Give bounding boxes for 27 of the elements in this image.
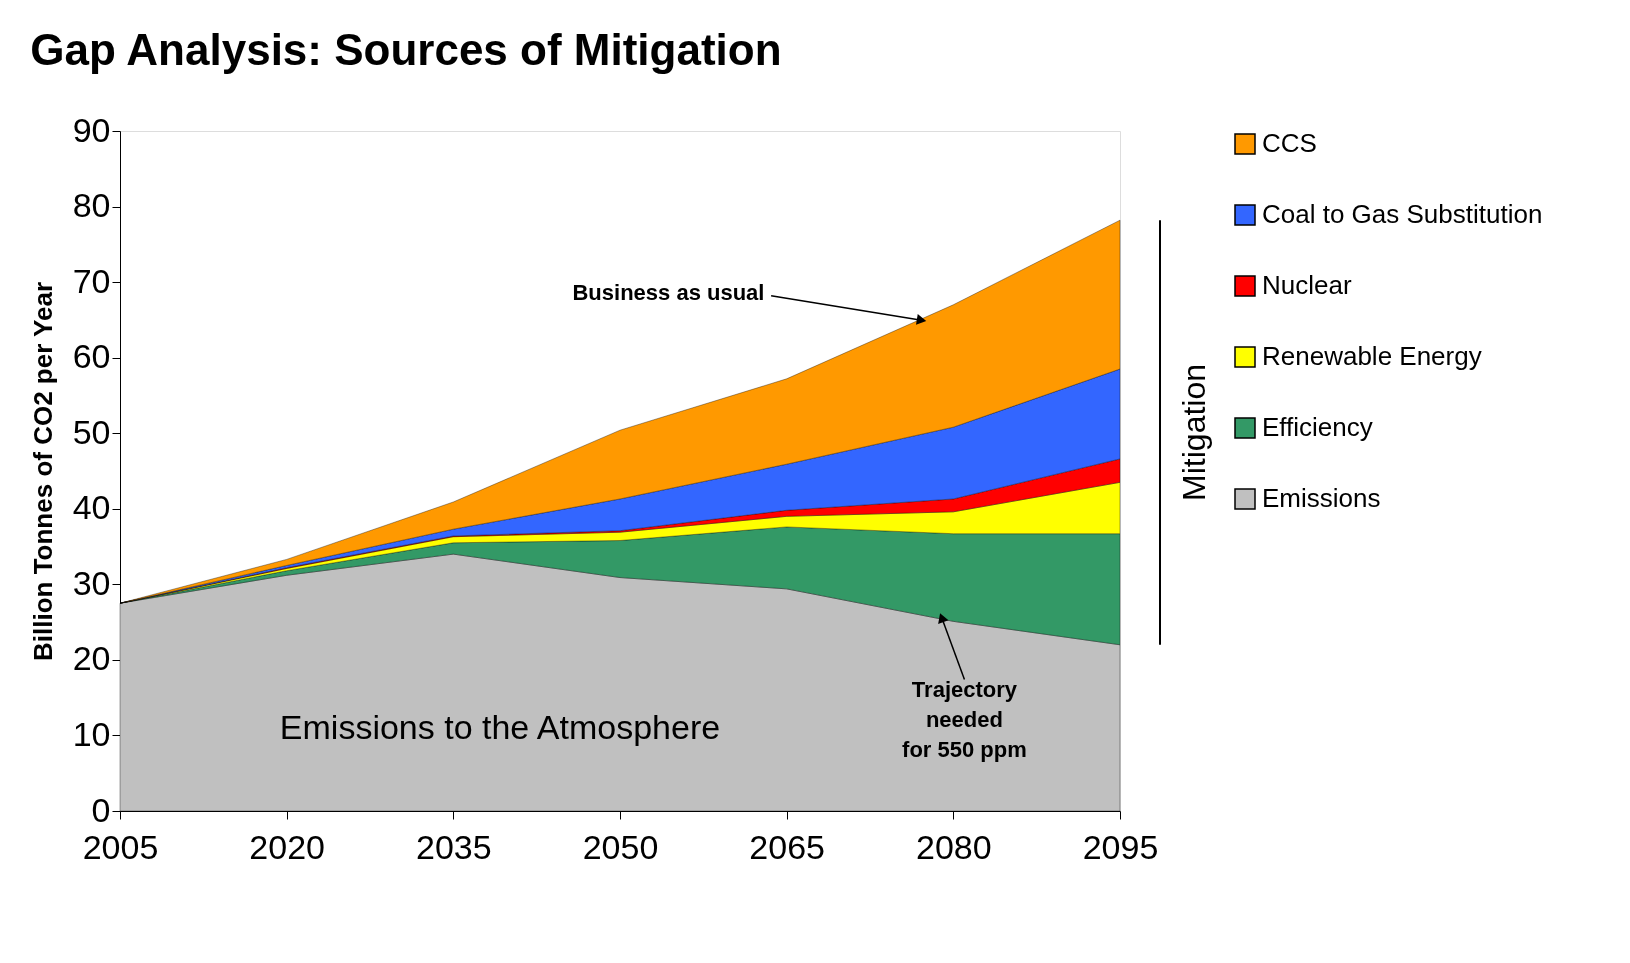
x-tick-label: 2095 <box>1082 827 1159 866</box>
y-tick-label: 0 <box>91 790 111 829</box>
y-axis-title: Billion Tonnes of CO2 per Year <box>27 281 58 662</box>
x-tick-label: 2050 <box>582 827 659 866</box>
x-tick-label: 2065 <box>749 827 825 866</box>
legend-label: Renewable Energy <box>1262 341 1482 371</box>
legend-label: Nuclear <box>1262 270 1352 300</box>
legend-label: CCS <box>1262 128 1317 158</box>
legend-label: Efficiency <box>1262 412 1373 442</box>
y-tick-label: 40 <box>72 488 111 527</box>
text: Mitigation <box>1176 363 1212 501</box>
y-tick-label: 60 <box>72 337 111 376</box>
y-tick-label: 50 <box>72 412 111 451</box>
legend-label: Coal to Gas Substitution <box>1262 199 1543 229</box>
y-tick-label: 10 <box>72 714 111 753</box>
x-tick-label: 2035 <box>416 827 492 866</box>
chart-title: Gap Analysis: Sources of Mitigation <box>30 25 782 74</box>
annotation: Business as usual <box>572 280 765 306</box>
y-tick-label: 80 <box>72 186 111 225</box>
x-tick-label: 2080 <box>916 827 992 866</box>
y-tick-label: 20 <box>72 639 111 678</box>
x-tick-label: 2005 <box>82 827 159 866</box>
y-tick-label: 90 <box>72 110 111 149</box>
legend-label: Emissions <box>1262 483 1381 513</box>
y-tick-label: 70 <box>72 261 111 300</box>
x-tick-label: 2020 <box>249 827 325 866</box>
y-tick-label: 30 <box>72 563 111 602</box>
